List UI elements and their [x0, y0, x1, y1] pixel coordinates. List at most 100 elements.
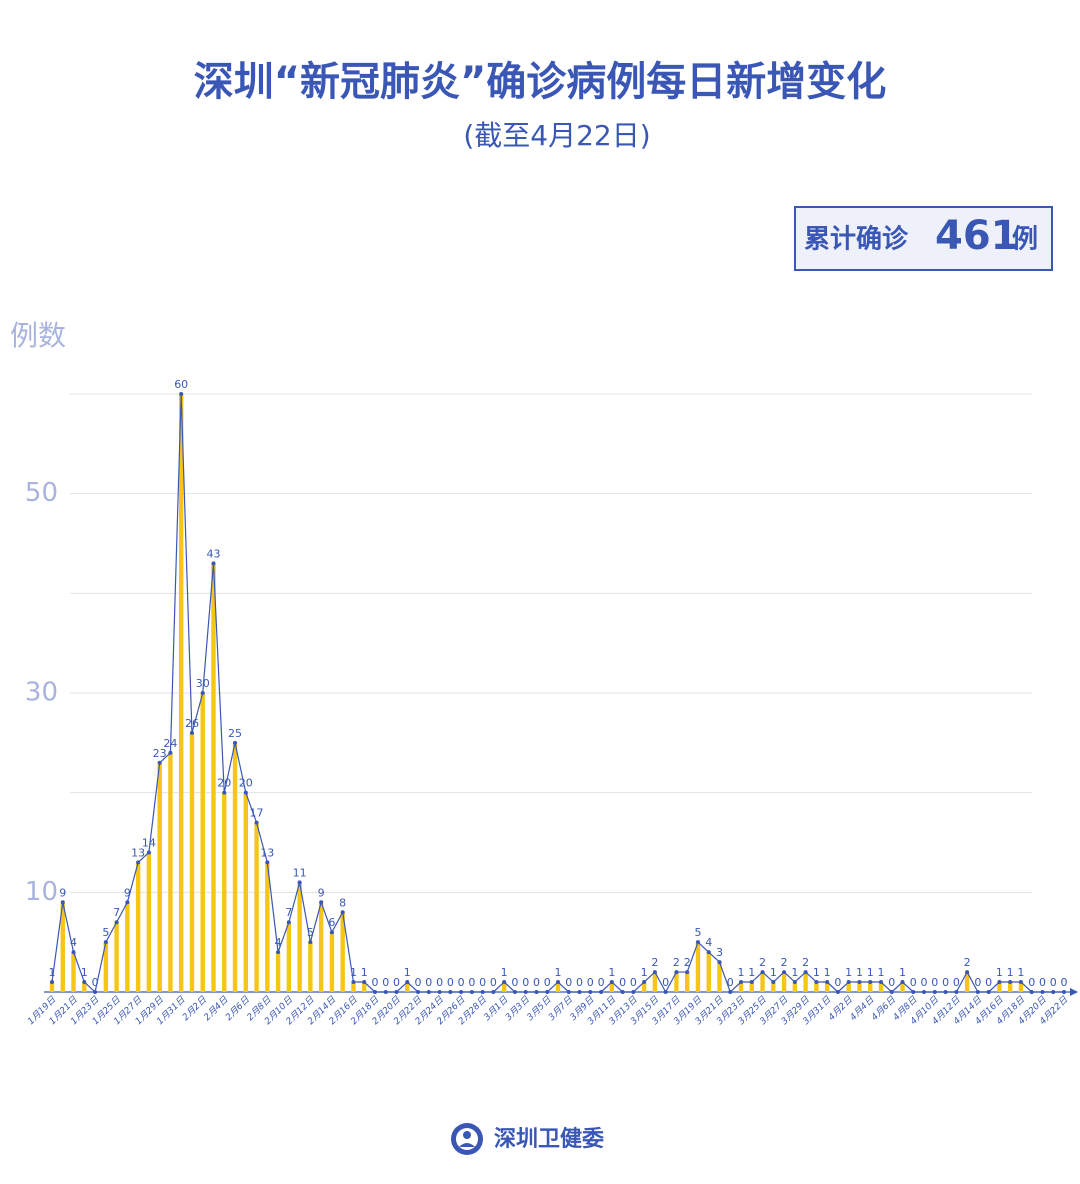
value-label: 1: [555, 966, 562, 979]
bar: [135, 862, 141, 992]
point: [717, 960, 722, 965]
value-label: 1: [748, 966, 755, 979]
value-label: 1: [867, 966, 874, 979]
bar: [1018, 982, 1024, 992]
bar: [501, 982, 507, 992]
value-label: 0: [727, 976, 734, 989]
point: [556, 980, 560, 985]
value-label: 2: [684, 956, 691, 969]
value-label: 43: [206, 547, 220, 560]
point: [200, 691, 205, 695]
value-label: 14: [142, 836, 156, 849]
point: [642, 980, 647, 985]
point: [878, 980, 883, 985]
point: [114, 920, 119, 925]
point: [50, 980, 54, 985]
point: [728, 990, 733, 994]
point: [749, 980, 754, 985]
point: [351, 980, 356, 985]
bar: [243, 792, 248, 992]
value-label: 2: [759, 956, 766, 969]
point: [136, 860, 141, 865]
bar: [652, 972, 658, 992]
value-label: 0: [1039, 976, 1046, 989]
bar: [189, 732, 195, 992]
bar: [781, 972, 787, 992]
value-label: 0: [953, 976, 960, 989]
value-label: 5: [102, 926, 109, 939]
bar: [275, 952, 281, 992]
bar: [297, 882, 302, 992]
value-label: 0: [436, 976, 443, 989]
x-axis-arrow: [1070, 988, 1078, 996]
value-label: 17: [250, 807, 264, 820]
point: [739, 980, 744, 985]
bar: [125, 902, 130, 992]
point: [93, 990, 98, 994]
point: [900, 980, 905, 985]
point: [1029, 990, 1034, 994]
point: [534, 990, 539, 994]
bar: [900, 982, 905, 992]
point: [523, 990, 528, 994]
value-label: 1: [899, 966, 906, 979]
value-label: 60: [174, 378, 188, 391]
point: [512, 990, 517, 994]
value-label: 0: [587, 976, 594, 989]
point: [491, 990, 496, 994]
y-tick-label: 30: [25, 678, 58, 708]
value-label: 2: [781, 956, 788, 969]
point: [308, 940, 313, 945]
point: [835, 990, 840, 994]
point: [71, 950, 76, 955]
value-label: 1: [361, 966, 368, 979]
point: [825, 980, 830, 985]
point: [103, 940, 108, 945]
bar: [232, 742, 238, 992]
point: [965, 970, 970, 975]
point: [469, 990, 474, 994]
value-label: 2: [802, 956, 809, 969]
value-label: 11: [293, 866, 307, 879]
bar: [674, 972, 679, 992]
value-label: 1: [1017, 966, 1024, 979]
y-tick-label: 10: [25, 877, 58, 907]
value-label: 0: [458, 976, 465, 989]
total-value: 461: [935, 213, 1019, 259]
value-label: 0: [985, 976, 992, 989]
point: [372, 990, 377, 994]
point: [814, 980, 819, 985]
bar: [609, 982, 615, 992]
bar: [318, 902, 324, 992]
value-label: 1: [791, 966, 798, 979]
point: [243, 790, 248, 795]
value-label: 23: [153, 747, 167, 760]
value-label: 0: [533, 976, 540, 989]
bar: [340, 912, 345, 992]
value-label: 1: [770, 966, 777, 979]
point: [233, 740, 238, 745]
point: [545, 990, 550, 994]
point: [448, 990, 453, 994]
value-label: 4: [70, 936, 77, 949]
value-label: 0: [598, 976, 605, 989]
y-axis-title: 例数: [10, 319, 66, 352]
bar: [351, 982, 356, 992]
bar: [641, 982, 647, 992]
value-label: 1: [738, 966, 745, 979]
point: [846, 980, 851, 985]
bar: [684, 972, 690, 992]
point: [502, 980, 507, 985]
value-label: 0: [576, 976, 583, 989]
value-label: 0: [1050, 976, 1057, 989]
point: [265, 860, 270, 865]
point: [695, 940, 700, 945]
bar: [760, 972, 765, 992]
chart-title: 深圳“新冠肺炎”确诊病例每日新增变化: [194, 59, 887, 105]
value-label: 0: [942, 976, 949, 989]
bar: [868, 982, 873, 992]
point: [857, 980, 862, 985]
point: [620, 990, 625, 994]
value-label: 0: [393, 976, 400, 989]
value-label: 25: [228, 727, 242, 740]
